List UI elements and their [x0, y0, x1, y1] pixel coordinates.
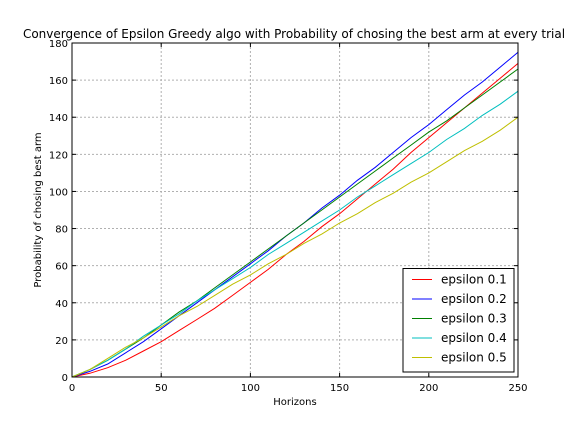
series-line-1: [71, 63, 519, 378]
y-tick-label: 40: [55, 299, 68, 310]
legend-label-3: epsilon 0.3: [441, 312, 507, 326]
y-tick-label: 60: [55, 262, 68, 273]
series-line-5: [71, 116, 519, 378]
legend-label-5: epsilon 0.5: [441, 351, 507, 365]
series-lines: [71, 51, 519, 378]
y-tick-label: 100: [49, 187, 68, 198]
legend-label-2: epsilon 0.2: [441, 292, 507, 306]
y-tick-label: 180: [49, 39, 68, 50]
legend: epsilon 0.1 epsilon 0.2 epsilon 0.3 epsilon…: [402, 268, 515, 373]
x-tick-label: 50: [155, 383, 168, 394]
y-tick-label: 140: [49, 113, 68, 124]
legend-label-4: epsilon 0.4: [441, 331, 507, 345]
y-tick-label: 20: [55, 336, 68, 347]
x-tick-label: 250: [508, 383, 527, 394]
x-tick-label: 200: [419, 383, 438, 394]
y-tick-label: 120: [49, 150, 68, 161]
x-tick-label: 100: [241, 383, 260, 394]
x-tick-label: 0: [69, 383, 75, 394]
tick-labels: 0 50 100 150 200 250 0 20 40 60 80 100 120 140 160 180: [49, 39, 528, 394]
axis-ticks: [71, 42, 519, 378]
x-tick-label: 150: [330, 383, 349, 394]
x-axis-label: Horizons: [273, 397, 316, 408]
chart-title: Convergence of Epsilon Greedy algo with …: [23, 27, 565, 41]
legend-box: [402, 268, 515, 373]
legend-label-1: epsilon 0.1: [441, 273, 507, 287]
series-line-4: [71, 90, 519, 378]
y-tick-label: 160: [49, 76, 68, 87]
plot-frame: [71, 42, 519, 378]
y-tick-label: 0: [62, 373, 68, 384]
y-tick-label: 80: [55, 225, 68, 236]
y-axis-label: Probability of chosing best arm: [33, 132, 44, 287]
